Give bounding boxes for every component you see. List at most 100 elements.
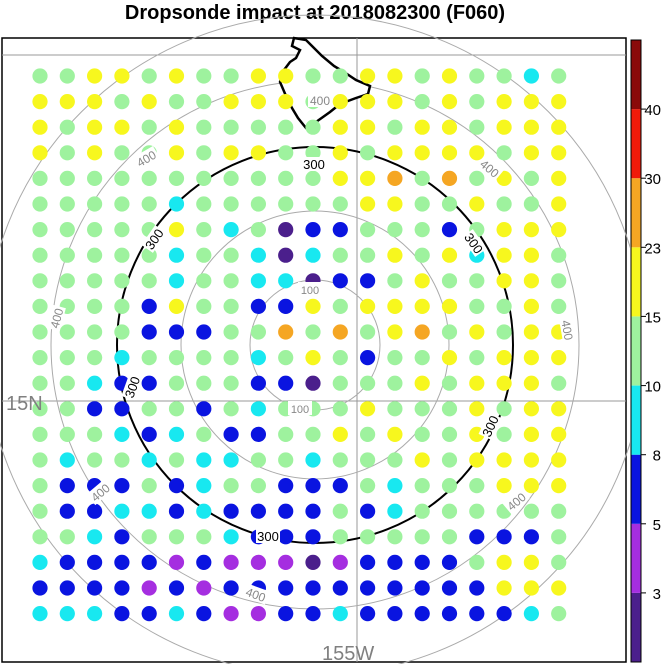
sonde-point xyxy=(551,222,567,238)
sonde-point xyxy=(469,170,485,186)
sonde-point xyxy=(168,478,185,494)
sonde-point xyxy=(469,119,485,135)
sonde-point xyxy=(168,196,185,212)
sonde-point xyxy=(387,145,403,161)
sonde-point xyxy=(441,222,458,238)
sonde-point xyxy=(332,401,348,417)
sonde-point xyxy=(278,273,294,289)
sonde-point xyxy=(496,554,512,571)
sonde-point xyxy=(387,503,403,519)
sonde-point xyxy=(87,375,103,391)
sonde-point xyxy=(551,145,567,161)
colorbar-bin xyxy=(631,385,641,455)
sonde-point xyxy=(114,196,130,212)
sonde-point xyxy=(141,350,157,366)
sonde-point xyxy=(414,68,430,84)
sonde-point xyxy=(168,68,185,84)
sonde-point xyxy=(250,503,266,519)
ring-label-bg xyxy=(502,487,530,515)
sonde-point xyxy=(441,580,458,596)
sonde-point xyxy=(59,68,75,84)
sonde-point xyxy=(87,170,103,186)
sonde-point xyxy=(223,222,239,238)
ring-label-bg xyxy=(256,529,280,543)
sonde-point xyxy=(278,170,294,186)
sonde-point xyxy=(59,145,75,161)
sonde-point xyxy=(196,324,212,340)
sonde-point xyxy=(332,324,348,340)
sonde-point xyxy=(196,298,212,314)
sonde-point xyxy=(496,247,512,263)
latitude-label: 15N xyxy=(6,393,43,415)
colorbar-tick-label: 8 xyxy=(653,448,661,465)
sonde-point xyxy=(32,554,48,571)
sonde-point xyxy=(332,375,348,391)
sonde-point xyxy=(441,68,458,84)
sonde-point xyxy=(360,247,376,263)
sonde-point xyxy=(441,273,458,289)
ring-label: 400 xyxy=(310,94,330,108)
sonde-point xyxy=(414,350,430,366)
sonde-point xyxy=(387,401,403,417)
colorbar-bin xyxy=(631,109,641,179)
sonde-point xyxy=(496,196,512,212)
sonde-point xyxy=(332,350,348,366)
colorbar-tick-label: 3 xyxy=(653,586,661,603)
sonde-point xyxy=(360,503,376,519)
sonde-point xyxy=(551,503,567,519)
sonde-point xyxy=(141,324,157,340)
sonde-point xyxy=(141,119,157,135)
colorbar-bin xyxy=(631,316,641,386)
sonde-point xyxy=(250,196,266,212)
sonde-point xyxy=(141,273,157,289)
sonde-point xyxy=(360,119,376,135)
colorbar-tick-label: 15 xyxy=(644,309,661,326)
sonde-point xyxy=(387,529,403,545)
sonde-point xyxy=(32,350,48,366)
sonde-point xyxy=(469,94,485,110)
sonde-point xyxy=(469,196,485,212)
sonde-point xyxy=(196,554,212,571)
sonde-point xyxy=(278,554,294,571)
sonde-point xyxy=(32,324,48,340)
sonde-point xyxy=(523,247,540,263)
ring-label-bg xyxy=(302,157,326,171)
sonde-point xyxy=(414,478,430,494)
sonde-point xyxy=(441,503,458,519)
sonde-point xyxy=(332,247,348,263)
sonde-point xyxy=(387,68,403,84)
colorbar-tick-label: 30 xyxy=(644,171,661,188)
sonde-point xyxy=(141,452,157,468)
colorbar-tick-label: 10 xyxy=(644,379,661,396)
sonde-point xyxy=(332,196,348,212)
sonde-point xyxy=(414,503,430,519)
ring-label: 100 xyxy=(291,404,309,416)
sonde-point xyxy=(551,273,567,289)
sonde-point xyxy=(551,350,567,366)
sonde-point xyxy=(196,401,212,417)
sonde-point xyxy=(141,580,157,596)
sonde-point xyxy=(87,196,103,212)
sonde-point xyxy=(523,324,540,340)
sonde-point xyxy=(59,503,75,519)
sonde-point xyxy=(496,94,512,110)
sonde-point xyxy=(141,503,157,519)
sonde-point xyxy=(87,94,103,110)
sonde-point xyxy=(551,554,567,571)
sonde-point xyxy=(168,375,185,391)
sonde-point xyxy=(305,503,321,519)
sonde-point xyxy=(196,529,212,545)
sonde-point xyxy=(414,196,430,212)
sonde-point xyxy=(332,478,348,494)
sonde-point xyxy=(414,452,430,468)
ring-label-bg xyxy=(86,478,114,506)
sonde-point xyxy=(114,119,130,135)
sonde-point xyxy=(305,222,321,238)
sonde-point xyxy=(496,478,512,494)
sonde-point xyxy=(87,298,103,314)
sonde-point xyxy=(87,606,103,622)
sonde-point xyxy=(496,298,512,314)
sonde-point xyxy=(168,324,185,340)
sonde-point xyxy=(114,68,130,84)
sonde-point xyxy=(523,426,540,442)
